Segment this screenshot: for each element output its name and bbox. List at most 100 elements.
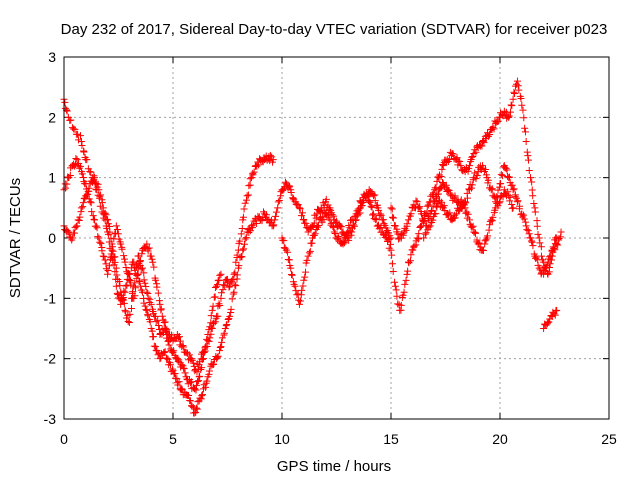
data-point: [309, 222, 317, 230]
data-point: [489, 123, 497, 131]
data-point: [98, 199, 106, 207]
data-point: [406, 257, 414, 265]
data-point: [300, 276, 308, 284]
data-point: [127, 305, 135, 313]
data-point: [156, 300, 164, 308]
data-point: [415, 204, 423, 212]
data-point: [99, 204, 107, 212]
data-point: [342, 235, 350, 243]
data-point: [119, 296, 127, 304]
data-point: [537, 243, 545, 251]
data-point: [494, 186, 502, 194]
data-point: [397, 301, 405, 309]
data-point: [527, 237, 535, 245]
data-point: [372, 215, 380, 223]
data-point: [122, 282, 130, 290]
data-point: [230, 270, 238, 278]
data-point: [202, 383, 210, 391]
data-point: [240, 245, 248, 253]
data-point: [122, 264, 130, 272]
data-point: [288, 271, 296, 279]
data-point: [497, 180, 505, 188]
data-point: [517, 95, 525, 103]
data-point: [266, 151, 274, 159]
data-point: [221, 325, 229, 332]
data-point: [371, 197, 379, 205]
data-point: [106, 228, 114, 236]
data-point: [238, 253, 246, 261]
data-point: [399, 291, 407, 299]
data-point: [92, 222, 100, 230]
data-point: [471, 229, 479, 237]
data-point: [551, 311, 559, 319]
data-point: [271, 216, 279, 224]
data-point: [63, 107, 71, 115]
x-tick-label: 15: [383, 431, 399, 447]
data-point: [557, 228, 565, 236]
data-point: [306, 247, 314, 255]
data-point: [341, 239, 349, 247]
x-tick-label: 10: [274, 431, 290, 447]
y-tick-label: -2: [44, 351, 57, 367]
data-point: [147, 300, 155, 308]
data-point: [274, 198, 282, 206]
data-point: [163, 354, 171, 362]
data-point: [404, 267, 412, 275]
data-point: [487, 186, 495, 194]
data-point: [111, 268, 119, 276]
data-point: [213, 353, 221, 361]
data-point: [136, 278, 144, 286]
data-point: [69, 234, 77, 242]
data-point: [326, 216, 334, 224]
data-point: [120, 287, 128, 295]
data-point: [416, 203, 424, 211]
data-point: [128, 294, 136, 302]
data-point: [388, 213, 396, 221]
data-point: [129, 288, 137, 296]
data-points: [60, 77, 565, 417]
data-point: [232, 258, 240, 266]
data-point: [152, 343, 160, 351]
x-tick-label: 0: [60, 431, 68, 447]
data-point: [219, 281, 227, 289]
data-point: [103, 215, 111, 223]
data-point: [543, 261, 551, 269]
data-point: [217, 343, 225, 351]
data-point: [152, 312, 160, 320]
data-point: [191, 385, 199, 393]
data-point: [211, 293, 219, 301]
data-point: [246, 175, 254, 183]
data-point: [349, 217, 357, 225]
data-point: [531, 208, 539, 216]
data-point: [152, 318, 160, 326]
data-point: [413, 234, 421, 242]
data-point: [454, 161, 462, 169]
data-point: [515, 86, 523, 94]
data-point: [160, 349, 168, 357]
data-point: [178, 385, 186, 393]
data-point: [407, 210, 415, 218]
data-point: [310, 231, 318, 239]
data-point: [234, 246, 242, 254]
data-point: [486, 131, 494, 139]
data-point: [522, 222, 530, 230]
data-point: [314, 221, 322, 229]
data-point: [343, 228, 351, 236]
data-point: [96, 238, 104, 246]
data-point: [218, 334, 226, 342]
data-point: [144, 247, 152, 255]
data-point: [140, 269, 148, 277]
data-point: [243, 192, 251, 200]
data-point: [63, 180, 71, 188]
data-point: [346, 224, 354, 232]
data-point: [224, 315, 232, 323]
data-point: [297, 297, 305, 305]
data-point: [203, 377, 211, 385]
data-point: [472, 148, 480, 156]
data-point: [330, 228, 338, 236]
data-point: [140, 299, 148, 307]
data-point: [298, 209, 306, 217]
data-point: [520, 211, 528, 219]
data-point: [186, 397, 194, 405]
data-point: [294, 201, 302, 209]
